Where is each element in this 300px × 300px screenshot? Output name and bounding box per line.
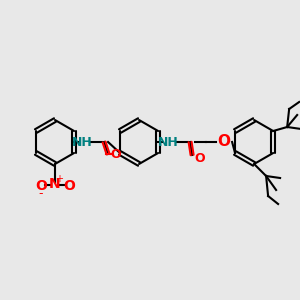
Text: +: + — [55, 174, 63, 184]
Text: O: O — [195, 152, 206, 164]
Text: -: - — [39, 188, 43, 200]
Text: NH: NH — [158, 136, 178, 148]
Text: NH: NH — [72, 136, 92, 148]
Text: O: O — [218, 134, 231, 149]
Text: O: O — [111, 148, 122, 160]
Text: O: O — [35, 179, 47, 193]
Text: O: O — [63, 179, 75, 193]
Text: N: N — [49, 177, 61, 191]
